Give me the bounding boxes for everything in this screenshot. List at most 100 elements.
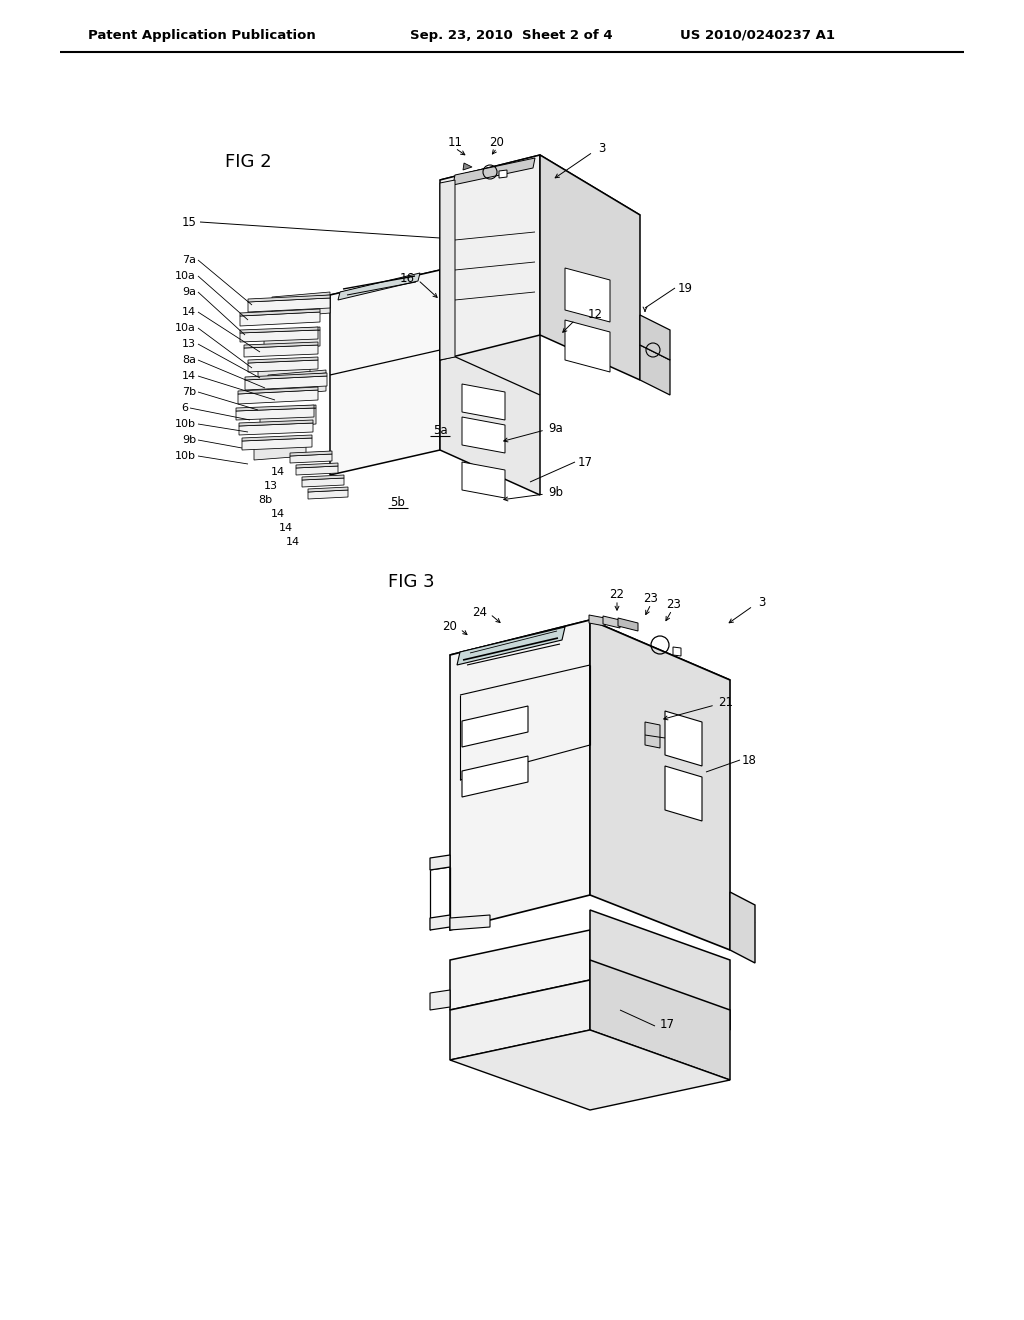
Polygon shape xyxy=(244,345,318,356)
Polygon shape xyxy=(264,327,319,334)
Text: 21: 21 xyxy=(718,696,733,709)
Text: 10a: 10a xyxy=(175,271,196,281)
Text: 13: 13 xyxy=(264,480,278,491)
Polygon shape xyxy=(272,294,330,318)
Polygon shape xyxy=(268,374,326,396)
Polygon shape xyxy=(254,442,306,459)
Polygon shape xyxy=(308,487,348,492)
Text: 16: 16 xyxy=(400,272,415,285)
Polygon shape xyxy=(589,615,605,626)
Polygon shape xyxy=(290,454,332,463)
Polygon shape xyxy=(245,374,327,380)
Polygon shape xyxy=(248,294,330,302)
Polygon shape xyxy=(240,309,319,315)
Text: 7a: 7a xyxy=(182,255,196,265)
Polygon shape xyxy=(645,722,660,748)
Polygon shape xyxy=(264,330,319,350)
Text: Patent Application Publication: Patent Application Publication xyxy=(88,29,315,41)
Text: 9a: 9a xyxy=(182,286,196,297)
Polygon shape xyxy=(238,387,318,393)
Polygon shape xyxy=(499,170,507,178)
Text: 7b: 7b xyxy=(182,387,196,397)
Polygon shape xyxy=(430,855,450,870)
Polygon shape xyxy=(665,711,702,766)
Text: 18: 18 xyxy=(742,754,757,767)
Text: US 2010/0240237 A1: US 2010/0240237 A1 xyxy=(680,29,835,41)
Polygon shape xyxy=(540,154,640,380)
Polygon shape xyxy=(248,298,330,312)
Text: FIG 2: FIG 2 xyxy=(225,153,271,172)
Text: 20: 20 xyxy=(489,136,505,149)
Text: 11: 11 xyxy=(447,136,463,149)
Polygon shape xyxy=(640,315,670,360)
Polygon shape xyxy=(603,616,620,628)
Text: 10b: 10b xyxy=(175,418,196,429)
Text: 9a: 9a xyxy=(548,421,563,434)
Polygon shape xyxy=(240,330,318,342)
Polygon shape xyxy=(462,462,505,498)
Text: 15: 15 xyxy=(182,215,197,228)
Polygon shape xyxy=(242,436,312,441)
Polygon shape xyxy=(248,356,318,363)
Text: 17: 17 xyxy=(660,1019,675,1031)
Polygon shape xyxy=(258,364,310,381)
Text: 17: 17 xyxy=(578,455,593,469)
Text: 14: 14 xyxy=(271,467,285,477)
Polygon shape xyxy=(238,389,318,404)
Polygon shape xyxy=(272,292,330,300)
Polygon shape xyxy=(462,706,528,747)
Polygon shape xyxy=(242,438,312,450)
Polygon shape xyxy=(450,620,590,931)
Polygon shape xyxy=(239,420,313,426)
Polygon shape xyxy=(240,312,319,326)
Polygon shape xyxy=(296,463,338,469)
Polygon shape xyxy=(244,342,318,348)
Text: 10a: 10a xyxy=(175,323,196,333)
Text: 14: 14 xyxy=(182,308,196,317)
Text: 9b: 9b xyxy=(548,486,563,499)
Text: 3: 3 xyxy=(758,595,765,609)
Polygon shape xyxy=(236,408,314,420)
Polygon shape xyxy=(296,466,338,475)
Polygon shape xyxy=(673,647,681,656)
Polygon shape xyxy=(618,618,638,631)
Polygon shape xyxy=(450,915,490,931)
Text: 14: 14 xyxy=(286,537,300,546)
Text: 22: 22 xyxy=(609,587,625,601)
Polygon shape xyxy=(440,154,540,360)
Polygon shape xyxy=(640,345,670,395)
Polygon shape xyxy=(330,271,440,475)
Text: 23: 23 xyxy=(667,598,681,610)
Polygon shape xyxy=(254,440,306,446)
Polygon shape xyxy=(236,405,314,411)
Polygon shape xyxy=(450,979,590,1060)
Text: 5a: 5a xyxy=(433,424,447,437)
Polygon shape xyxy=(730,892,755,964)
Polygon shape xyxy=(338,273,420,300)
Text: 6: 6 xyxy=(181,403,188,413)
Polygon shape xyxy=(590,960,730,1080)
Text: 12: 12 xyxy=(588,309,603,322)
Text: 8b: 8b xyxy=(258,495,272,506)
Polygon shape xyxy=(450,931,590,1010)
Polygon shape xyxy=(450,1030,730,1110)
Polygon shape xyxy=(463,162,472,170)
Polygon shape xyxy=(260,405,316,412)
Polygon shape xyxy=(440,154,640,240)
Polygon shape xyxy=(302,478,344,487)
Polygon shape xyxy=(450,620,730,715)
Polygon shape xyxy=(665,766,702,821)
Text: 23: 23 xyxy=(643,591,658,605)
Polygon shape xyxy=(565,268,610,322)
Text: 9b: 9b xyxy=(182,436,196,445)
Polygon shape xyxy=(462,417,505,453)
Polygon shape xyxy=(308,490,348,499)
Polygon shape xyxy=(430,990,450,1010)
Polygon shape xyxy=(430,915,450,931)
Polygon shape xyxy=(258,360,310,368)
Polygon shape xyxy=(268,370,326,378)
Text: 14: 14 xyxy=(182,371,196,381)
Text: 24: 24 xyxy=(472,606,487,619)
Text: 14: 14 xyxy=(271,510,285,519)
Polygon shape xyxy=(290,451,332,455)
